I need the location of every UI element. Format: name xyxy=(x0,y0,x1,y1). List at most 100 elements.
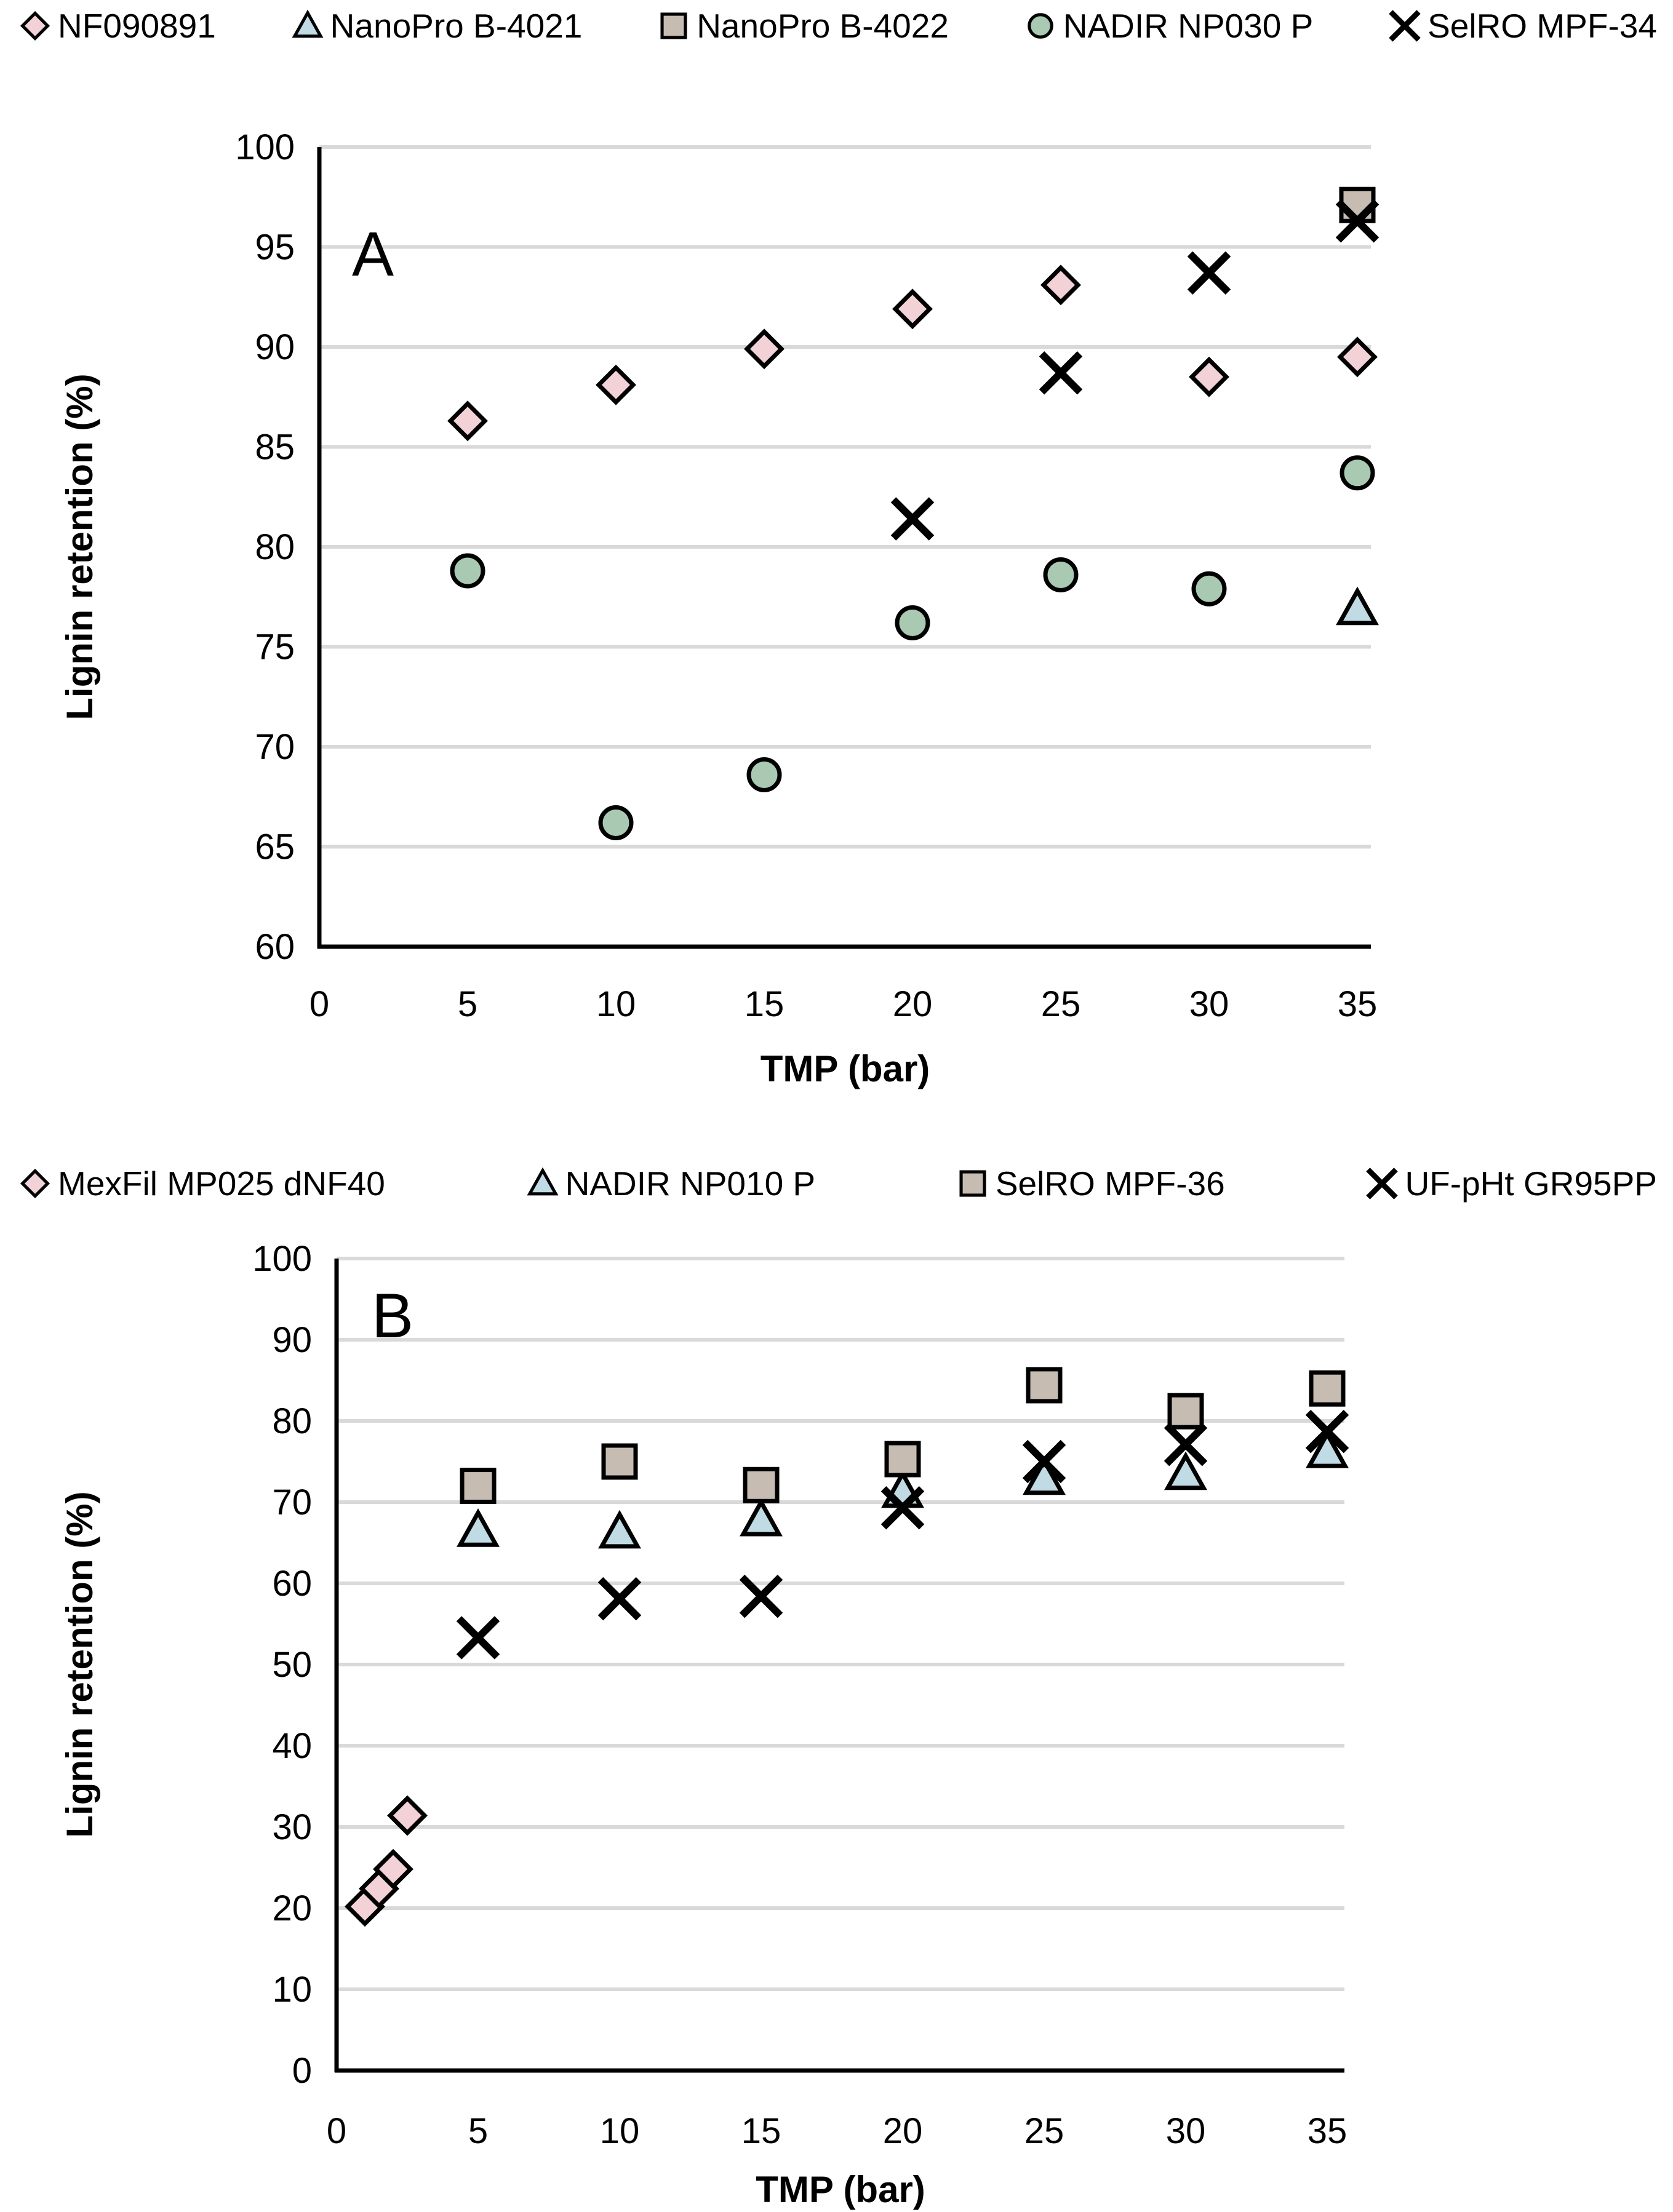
y-tick-label: 30 xyxy=(272,1807,312,1847)
data-point xyxy=(1336,586,1379,626)
data-point xyxy=(1023,1456,1066,1495)
data-point xyxy=(596,364,636,405)
y-tick-label: 40 xyxy=(272,1726,312,1766)
data-point xyxy=(740,1497,783,1537)
legend-item: NanoPro B-4021 xyxy=(289,6,583,46)
data-point xyxy=(743,1466,780,1503)
data-point xyxy=(739,1574,783,1618)
legend-label: UF-pHt GR95PP xyxy=(1405,1164,1657,1203)
data-point xyxy=(456,1616,500,1660)
series-square xyxy=(460,1367,1346,1505)
y-tick-label: 75 xyxy=(255,627,295,667)
data-point xyxy=(1039,351,1083,395)
circle-icon xyxy=(1027,13,1053,39)
legend-chart-a: NF090891 NanoPro B-4021 NanoPro B-4022 NADI… xyxy=(0,0,1673,52)
square-icon-glyph xyxy=(660,12,687,39)
x-tick-label: 15 xyxy=(745,984,785,1024)
x-tick-label: 5 xyxy=(458,984,477,1024)
data-point xyxy=(601,1443,638,1480)
data-point xyxy=(373,1848,413,1890)
data-point xyxy=(1164,1423,1208,1466)
diamond-icon-glyph xyxy=(20,10,50,41)
x-tick-label: 35 xyxy=(1308,2111,1348,2151)
data-point xyxy=(1309,1370,1346,1407)
y-tick-label: 20 xyxy=(272,1888,312,1928)
x-icon xyxy=(1366,1168,1399,1199)
y-axis-title: Lignin retention (%) xyxy=(59,1491,100,1837)
y-tick-label: 65 xyxy=(255,827,295,867)
series-circle xyxy=(450,455,1375,840)
series-triangle xyxy=(1336,586,1379,626)
data-point xyxy=(387,1795,428,1836)
series-x xyxy=(890,199,1380,541)
data-point xyxy=(746,757,782,792)
data-point xyxy=(1040,265,1081,306)
y-axis-title: Lignin retention (%) xyxy=(59,373,100,720)
x-icon-glyph xyxy=(1366,1168,1399,1199)
triangle-icon xyxy=(292,9,324,38)
data-point xyxy=(450,553,485,589)
diamond-icon xyxy=(20,10,50,41)
triangle-icon-glyph xyxy=(527,1167,559,1196)
legend-item: SelRO MPF-36 xyxy=(954,1164,1225,1203)
y-tick-label: 60 xyxy=(272,1564,312,1604)
legend-label: MexFil MP025 dNF40 xyxy=(58,1164,385,1203)
x-axis-title: TMP (bar) xyxy=(756,2169,925,2210)
diamond-icon-glyph xyxy=(20,1168,50,1199)
data-point xyxy=(1167,1393,1204,1430)
y-tick-label: 80 xyxy=(255,527,295,567)
x-tick-label: 10 xyxy=(600,2111,640,2151)
data-point xyxy=(1306,1429,1349,1468)
data-point xyxy=(880,1486,925,1530)
data-point xyxy=(447,400,488,442)
y-tick-label: 85 xyxy=(255,428,295,467)
x-tick-label: 5 xyxy=(468,2111,488,2151)
legend-item: NF090891 xyxy=(16,6,216,46)
x-tick-label: 0 xyxy=(309,984,329,1024)
x-tick-label: 25 xyxy=(1024,2111,1064,2151)
data-point xyxy=(1189,356,1229,397)
series-triangle xyxy=(457,1429,1349,1549)
legend-item: NADIR NP010 P xyxy=(524,1164,815,1203)
legend-chart-b: MexFil MP025 dNF40 NADIR NP010 P SelRO MPF… xyxy=(0,1152,1673,1215)
data-point xyxy=(598,805,634,840)
series-x xyxy=(456,1409,1349,1660)
y-tick-label: 80 xyxy=(272,1401,312,1441)
x-tick-label: 30 xyxy=(1189,984,1229,1024)
x-tick-label: 10 xyxy=(596,984,636,1024)
legend-label: NanoPro B-4021 xyxy=(330,7,583,45)
gridlines xyxy=(319,145,1371,849)
data-point xyxy=(1026,1367,1063,1404)
triangle-icon xyxy=(527,1167,559,1196)
x-tick-label: 20 xyxy=(883,2111,923,2151)
panel-label: B xyxy=(372,1281,413,1351)
legend-item: NADIR NP030 P xyxy=(1021,6,1313,46)
data-point xyxy=(884,1441,921,1478)
data-point xyxy=(1305,1409,1349,1454)
square-icon xyxy=(660,12,687,39)
y-tick-label: 70 xyxy=(272,1482,312,1522)
y-tick-label: 60 xyxy=(255,927,295,967)
square-icon-glyph xyxy=(959,1170,986,1197)
y-tick-label: 90 xyxy=(255,327,295,367)
data-point xyxy=(598,1510,641,1549)
data-point xyxy=(881,1469,924,1508)
y-tick-label: 100 xyxy=(235,127,295,167)
data-point xyxy=(1043,557,1079,592)
x-tick-label: 30 xyxy=(1166,2111,1206,2151)
x-icon-glyph xyxy=(1389,10,1421,42)
scatter-plot-a: 60 65 70 75 80 85 90 95 100 0 5 10 15 20 25 30 35 TMP (ba… xyxy=(59,127,1380,1089)
data-point xyxy=(1340,455,1375,491)
panel-label: A xyxy=(352,219,394,289)
data-point xyxy=(744,328,785,370)
series-diamond xyxy=(345,1795,428,1927)
y-tick-label: 0 xyxy=(292,2051,312,2091)
data-point xyxy=(457,1508,500,1547)
data-point xyxy=(895,605,930,640)
data-point xyxy=(1164,1451,1207,1490)
data-point xyxy=(1337,336,1378,378)
legend-label: NanoPro B-4022 xyxy=(697,7,949,45)
x-tick-label: 20 xyxy=(893,984,933,1024)
legend-label: SelRO MPF-34 xyxy=(1427,7,1657,45)
scatter-plot-b: 0 10 20 30 40 50 60 70 80 90 100 0 5 10 15 20 25 30 35 TMP … xyxy=(59,1239,1349,2210)
